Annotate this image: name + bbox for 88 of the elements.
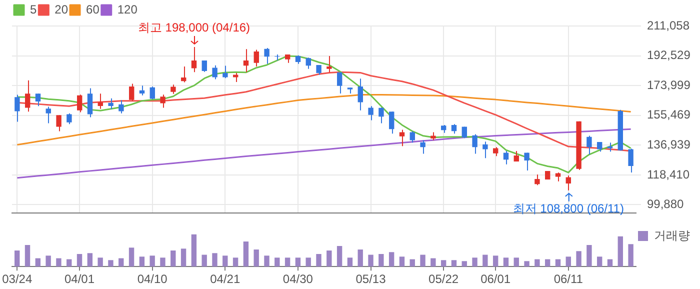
bar <box>378 254 384 267</box>
bar <box>440 260 446 267</box>
bar <box>316 254 322 267</box>
bar <box>555 259 561 267</box>
bar <box>108 260 114 267</box>
bar <box>118 258 124 267</box>
bar <box>514 258 519 267</box>
candlestick <box>160 94 166 108</box>
bar <box>139 256 145 267</box>
bar <box>160 258 166 267</box>
bar <box>98 258 103 267</box>
legend-label: 거래량 <box>654 228 690 242</box>
x-tick-label: 05/13 <box>356 272 386 286</box>
bar <box>150 256 155 267</box>
bar <box>420 254 426 267</box>
x-tick-label: 06/01 <box>480 272 511 286</box>
bar <box>202 254 207 267</box>
bar <box>347 258 353 267</box>
bar <box>451 260 457 267</box>
legend-label: 20 <box>54 2 68 16</box>
bar <box>534 259 540 267</box>
bar <box>482 254 488 267</box>
bar <box>399 256 405 267</box>
bar <box>87 253 93 267</box>
bar <box>306 258 311 267</box>
bar <box>76 254 82 267</box>
bar <box>358 250 363 267</box>
candlestick <box>326 55 332 73</box>
annotation: 최저 108,800 (06/11) <box>512 202 624 216</box>
x-tick-label: 04/21 <box>210 272 240 286</box>
x-tick-label: 04/01 <box>64 272 95 286</box>
bar <box>56 258 62 267</box>
bar <box>264 256 270 267</box>
x-tick-label: 06/11 <box>554 272 584 286</box>
bar <box>295 258 301 267</box>
x-tick-label: 03/24 <box>2 272 32 286</box>
bar <box>586 245 592 267</box>
candlestick <box>170 84 176 94</box>
bar <box>336 246 342 267</box>
candlestick <box>274 54 280 61</box>
bar <box>212 253 218 267</box>
x-tick-label: 04/10 <box>137 272 168 286</box>
bar <box>66 259 72 267</box>
legend-label: 120 <box>117 2 138 16</box>
y-tick-label: 192,529 <box>647 48 691 62</box>
bar <box>232 258 238 267</box>
legend-label: 5 <box>30 2 37 16</box>
y-tick-label: 118,410 <box>647 167 690 182</box>
bar <box>326 250 332 267</box>
bar <box>430 258 436 267</box>
x-tick-label: 05/22 <box>428 272 459 286</box>
annotation: 최고 198,000 (04/16) <box>138 20 250 34</box>
bar <box>388 252 394 267</box>
y-tick-label: 155,469 <box>647 108 691 122</box>
bar <box>46 256 51 267</box>
bar <box>14 250 20 267</box>
bar <box>410 259 415 267</box>
candlestick <box>430 132 436 141</box>
bar <box>128 248 134 267</box>
bar <box>462 261 467 267</box>
bar <box>368 254 374 267</box>
x-tick-label: 04/30 <box>282 272 314 286</box>
y-tick-label: 173,999 <box>647 78 691 92</box>
bar <box>180 248 186 267</box>
bar <box>566 256 571 267</box>
bar <box>222 256 228 267</box>
bar <box>191 234 197 267</box>
bar <box>35 258 41 267</box>
bar <box>628 244 634 267</box>
bar <box>524 261 530 267</box>
bar <box>274 258 280 267</box>
bar <box>24 245 30 267</box>
bar <box>492 256 498 267</box>
y-tick-label: 211,058 <box>647 18 690 32</box>
bar <box>607 259 613 267</box>
bar <box>254 250 259 267</box>
bar <box>243 242 249 267</box>
y-tick-label: 99,880 <box>647 197 684 212</box>
bar <box>503 258 509 267</box>
bar <box>544 259 550 267</box>
y-tick-label: 136,939 <box>647 137 691 152</box>
bar <box>170 250 176 267</box>
bar <box>596 256 602 267</box>
bar <box>472 258 478 267</box>
bar <box>576 251 582 267</box>
legend-label: 60 <box>86 2 100 16</box>
bar <box>618 236 623 267</box>
bar <box>284 258 290 267</box>
